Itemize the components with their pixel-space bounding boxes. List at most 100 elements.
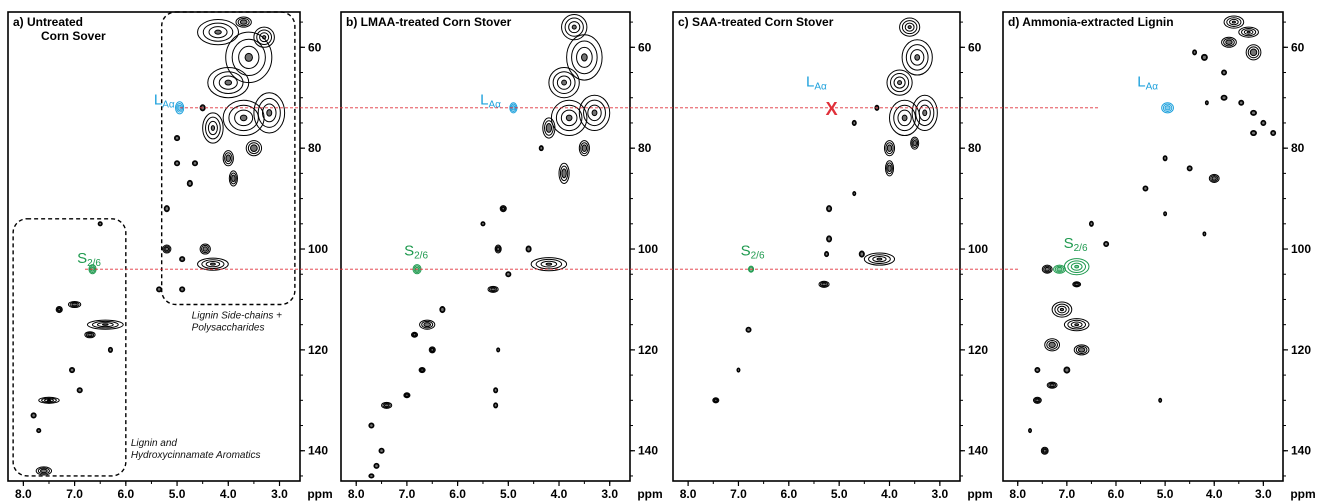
contour-ring (247, 142, 260, 155)
contour-ring (418, 367, 426, 374)
nmr-panel-4: 8.0 7.0 6.0 5.0 4.0 3.0 ppm 60 80 100 120 140 d) Amm… (1002, 11, 1316, 501)
contour-ring (368, 422, 375, 429)
contour-peak (558, 162, 570, 184)
contour-ring (245, 140, 263, 157)
y-tick-label: 60 (968, 40, 982, 54)
contour-ring (905, 44, 929, 71)
contour-ring (505, 271, 511, 277)
y-tick-label: 100 (968, 242, 988, 256)
contour-ring (1053, 264, 1066, 274)
x-tick-label: 3.0 (601, 487, 618, 501)
contour-ring (1270, 130, 1277, 137)
peak-label: S2/6 (404, 243, 428, 262)
contour-peak (493, 402, 499, 409)
contour-ring (897, 80, 903, 86)
contour-ring (403, 392, 411, 399)
contour-ring (228, 170, 239, 187)
contour-peak (499, 205, 507, 213)
contour-ring (162, 244, 172, 254)
contour-ring (228, 104, 259, 132)
x-tick-label: 6.0 (1108, 487, 1125, 501)
contour-peak (197, 19, 240, 46)
contour-peak (1088, 220, 1094, 227)
contour-ring (886, 69, 913, 96)
peak-label-main: S (741, 243, 751, 260)
contour-peak (1163, 211, 1168, 217)
contour-ring (1048, 382, 1057, 388)
contour-ring (910, 136, 920, 150)
contour-peak (418, 367, 426, 374)
contour-ring (1162, 103, 1173, 112)
contour-ring (1221, 95, 1227, 101)
contour-peak (1162, 155, 1168, 162)
contour-peak (818, 280, 830, 288)
contour-ring (493, 402, 499, 409)
contour-ring (852, 120, 857, 126)
contour-peak (225, 31, 273, 84)
contour-peak (530, 257, 568, 272)
contour-ring (421, 320, 434, 329)
contour-ring (404, 392, 410, 398)
contour-ring (561, 168, 567, 179)
contour-ring (378, 447, 385, 454)
contour-peak (228, 170, 239, 187)
contour-ring (208, 26, 228, 39)
contour-peak (107, 346, 114, 353)
contour-ring (493, 387, 498, 393)
contour-peak (858, 250, 865, 258)
contour-ring (540, 260, 558, 268)
x-tick-label: 6.0 (117, 487, 134, 501)
contour-ring (224, 79, 233, 86)
contour-ring (56, 306, 62, 313)
contour-ring (490, 287, 496, 292)
contour-ring (35, 466, 53, 476)
contour-ring (1074, 323, 1080, 327)
contour-ring (174, 135, 180, 141)
contour-ring (1221, 36, 1237, 48)
x-tick-label: 5.0 (1157, 487, 1174, 501)
contour-ring (201, 259, 225, 270)
contour-ring (369, 423, 374, 428)
x-tick-label: 4.0 (551, 487, 568, 501)
contour-ring (538, 145, 544, 152)
contour-ring (69, 367, 75, 373)
contour-ring (874, 104, 880, 111)
contour-ring (412, 333, 417, 337)
y-tick-label: 140 (308, 444, 328, 458)
contour-ring (581, 144, 588, 152)
missing-peak-mark: X (826, 99, 838, 119)
contour-peak (207, 66, 250, 99)
y-tick-label: 140 (1291, 444, 1311, 458)
contour-peak (1260, 119, 1267, 126)
contour-ring (231, 174, 236, 183)
contour-ring (915, 99, 935, 127)
contour-ring (1072, 281, 1082, 288)
contour-ring (214, 29, 222, 35)
contour-ring (209, 262, 216, 266)
contour-ring (43, 398, 54, 403)
contour-ring (876, 257, 883, 261)
peak-lignin_la (1161, 102, 1174, 114)
contour-ring (107, 346, 114, 353)
contour-ring (748, 265, 755, 273)
contour-ring (889, 99, 921, 137)
contour-ring (819, 281, 829, 288)
peak-label-subscript: Aα (1146, 82, 1159, 93)
contour-ring (1042, 448, 1047, 453)
contour-ring (564, 17, 584, 37)
x-tick-label: 6.0 (449, 487, 466, 501)
contour-ring (237, 17, 250, 27)
contour-ring (1247, 46, 1260, 59)
contour-peak (1204, 100, 1209, 106)
contour-ring (561, 14, 588, 41)
contour-ring (911, 138, 919, 148)
contour-peak (253, 92, 286, 134)
contour-ring (500, 205, 506, 212)
x-tick-label: 5.0 (169, 487, 186, 501)
contour-ring (826, 235, 833, 243)
contour-peak (1072, 281, 1082, 288)
contour-ring (1067, 319, 1087, 330)
plot-frame (1002, 11, 1284, 482)
contour-ring (548, 66, 580, 99)
contour-ring (1250, 130, 1257, 137)
